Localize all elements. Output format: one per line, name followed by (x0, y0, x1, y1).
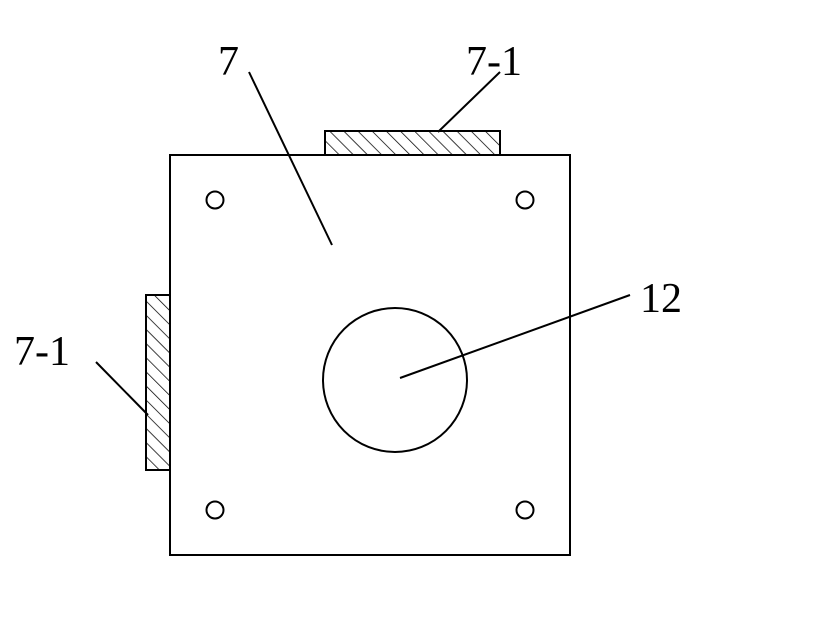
corner-hole-3 (517, 502, 534, 519)
diagram-svg (0, 0, 813, 630)
tab-left (146, 295, 170, 470)
label-7-1-top: 7-1 (466, 38, 522, 86)
main-plate (170, 155, 570, 555)
corner-hole-2 (207, 502, 224, 519)
label-7-1-left: 7-1 (14, 328, 70, 376)
center-hole (323, 308, 467, 452)
corner-hole-0 (207, 192, 224, 209)
corner-hole-1 (517, 192, 534, 209)
label-7: 7 (218, 38, 239, 86)
label-12: 12 (640, 275, 682, 323)
leader-3 (400, 295, 630, 378)
tab-top (325, 131, 500, 155)
leader-2 (96, 362, 148, 415)
leader-0 (249, 72, 332, 245)
